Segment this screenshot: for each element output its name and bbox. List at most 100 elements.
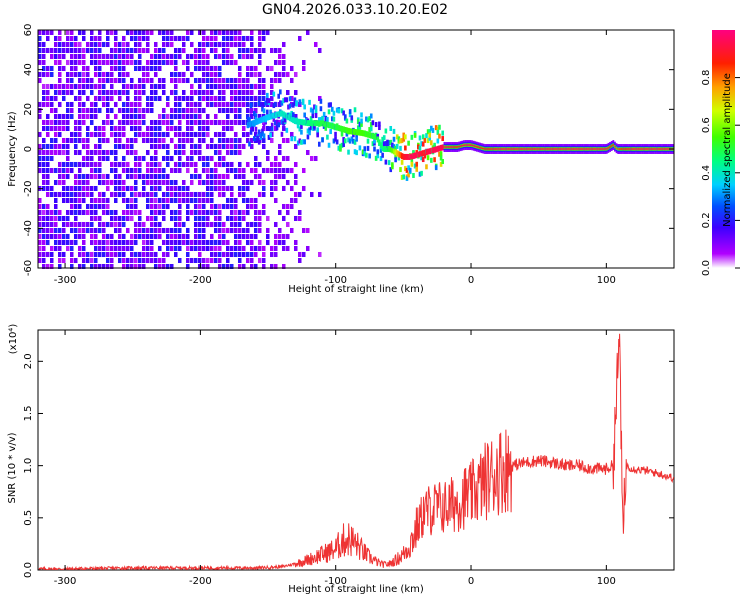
spectrogram-cell — [142, 48, 146, 53]
spectrogram-cell — [242, 192, 246, 197]
spectrogram-cell — [246, 66, 250, 71]
spectrogram-cell — [158, 120, 162, 125]
spectrogram-cell — [174, 162, 178, 167]
spectrogram-cell — [230, 36, 234, 41]
spectrogram-cell — [218, 174, 222, 179]
spectrogram-cell — [258, 96, 262, 101]
spectrogram-ridge-cell — [257, 129, 261, 135]
spectrogram-ridge-cell — [317, 141, 321, 147]
spectrogram-cell — [294, 246, 298, 251]
spectrogram-cell — [210, 246, 214, 251]
spectrogram-cell — [222, 156, 226, 161]
spectrogram-ridge-cell — [456, 146, 459, 148]
spectrogram-cell — [46, 132, 50, 137]
spectrogram-cell — [62, 48, 66, 53]
spectrogram-cell — [174, 180, 178, 185]
spectrogram-cell — [242, 144, 246, 149]
spectrogram-cell — [318, 48, 322, 53]
spectrogram-cell — [62, 228, 66, 233]
spectrogram-cell — [214, 114, 218, 119]
spectrogram-ridge-cell — [334, 136, 337, 142]
spectrogram-cell — [142, 180, 146, 185]
spectrogram-cell — [78, 48, 82, 53]
spectrogram-cell — [166, 156, 170, 161]
spectrogram-ridge-cell — [662, 148, 665, 150]
spectrogram-cell — [146, 180, 150, 185]
spectrogram-cell — [126, 48, 130, 53]
spectrogram-ridge-cell — [321, 120, 324, 127]
spectrogram-cell — [158, 222, 162, 227]
spectrogram-cell — [274, 180, 278, 185]
spectrogram-cell — [214, 252, 218, 257]
spectrogram-cell — [174, 84, 178, 89]
spectrogram-cell — [70, 108, 74, 113]
spectrogram-cell — [218, 258, 222, 263]
spectrogram-cell — [50, 222, 54, 227]
spectrogram-ridge-cell — [261, 116, 264, 123]
spectrogram-cell — [118, 78, 122, 83]
spectrogram-cell — [98, 252, 102, 257]
spectrogram-cell — [86, 162, 90, 167]
spectrogram-cell — [210, 144, 214, 149]
spectrogram-cell — [230, 264, 234, 269]
spectrogram-cell — [138, 234, 142, 239]
spectrogram-cell — [66, 120, 70, 125]
spectrogram-cell — [194, 192, 198, 197]
spectrogram-cell — [206, 114, 210, 119]
spectrogram-cell — [178, 186, 182, 191]
spectrogram-cell — [90, 90, 94, 95]
spectrogram-cell — [154, 42, 158, 47]
spectrogram-cell — [286, 156, 290, 161]
spectrogram-y-label: Frequency (Hz) — [7, 111, 18, 187]
spectrogram-cell — [246, 36, 250, 41]
spectrogram-cell — [82, 48, 86, 53]
spectrogram-cell — [70, 42, 74, 47]
spectrogram-cell — [242, 102, 246, 107]
spectrogram-cell — [134, 48, 138, 53]
spectrogram-cell — [66, 60, 70, 65]
spectrogram-cell — [98, 192, 102, 197]
spectrogram-cell — [198, 102, 202, 107]
spectrogram-cell — [70, 186, 74, 191]
spectrogram-cell — [106, 102, 110, 107]
spectrogram-cell — [226, 30, 230, 35]
spectrogram-cell — [114, 54, 118, 59]
spectrogram-cell — [90, 78, 94, 83]
spectrogram-cell — [70, 36, 74, 41]
spectrogram-ridge-cell — [308, 120, 311, 127]
spectrogram-ridge-cell — [421, 157, 425, 163]
spectrogram-cell — [118, 258, 122, 263]
spectrogram-cell — [242, 132, 246, 137]
spectrogram-cell — [146, 240, 150, 245]
spectrogram-cell — [222, 90, 226, 95]
spectrogram-cell — [254, 96, 258, 101]
spectrogram-cell — [126, 228, 130, 233]
spectrogram-cell — [230, 198, 234, 203]
spectrogram-cell — [50, 186, 54, 191]
spectrogram-cell — [90, 102, 94, 107]
spectrogram-ridge-cell — [348, 112, 352, 118]
spectrogram-ridge-cell — [386, 146, 389, 152]
spectrogram-ridge-cell — [362, 130, 365, 137]
spectrogram-cell — [222, 234, 226, 239]
spectrogram-cell — [258, 228, 262, 233]
spectrogram-cell — [222, 78, 226, 83]
spectrogram-y-tick-label: -40 — [23, 220, 34, 236]
spectrogram-ridge-cell — [433, 157, 436, 163]
spectrogram-cell — [230, 150, 234, 155]
spectrogram-cell — [106, 264, 110, 269]
spectrogram-ridge-cell — [358, 129, 362, 136]
spectrogram-cell — [218, 222, 222, 227]
spectrogram-cell — [150, 84, 154, 89]
spectrogram-ridge-cell — [355, 129, 358, 136]
spectrogram-cell — [174, 78, 178, 83]
spectrogram-cell — [78, 180, 82, 185]
spectrogram-cell — [74, 60, 78, 65]
spectrogram-cell — [206, 180, 210, 185]
spectrogram-cell — [182, 240, 186, 245]
spectrogram-ridge-cell — [353, 139, 357, 145]
spectrogram-cell — [46, 162, 50, 167]
spectrogram-cell — [262, 264, 266, 269]
spectrogram-cell — [70, 102, 74, 107]
spectrogram-cell — [106, 222, 110, 227]
